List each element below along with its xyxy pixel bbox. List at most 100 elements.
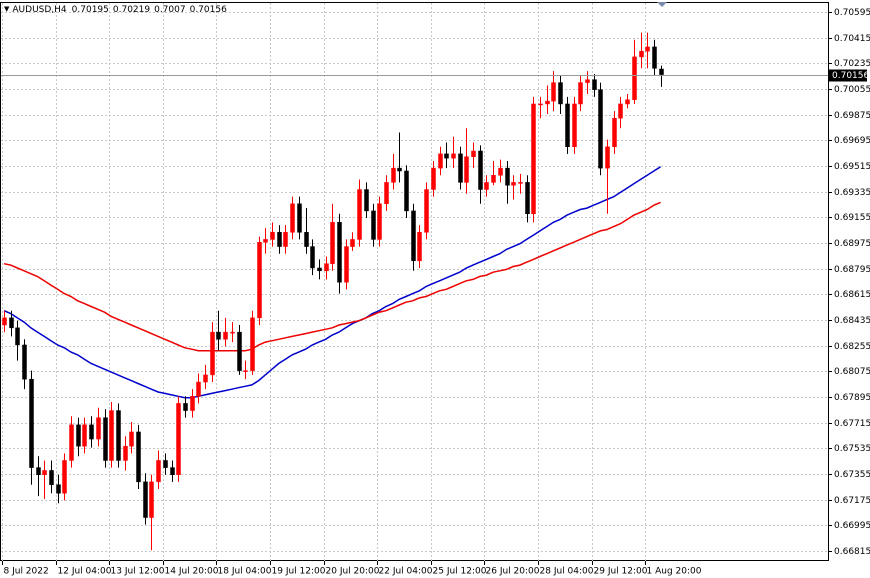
candle-body xyxy=(36,467,41,475)
candle-body xyxy=(639,50,644,58)
y-tick-label: 0.69695 xyxy=(834,136,870,146)
candle-body xyxy=(116,410,121,461)
x-tick-label: 22 Jul 04:00 xyxy=(379,567,433,577)
y-tick-label: 0.67715 xyxy=(834,419,870,429)
candle-body xyxy=(458,153,463,183)
candle-body xyxy=(404,170,409,212)
y-tick-label: 0.66815 xyxy=(834,547,870,557)
x-tick-label: 28 Jul 04:00 xyxy=(540,567,594,577)
candle-body xyxy=(431,167,436,190)
y-tick-label: 0.68795 xyxy=(834,265,870,275)
x-tick-label: 26 Jul 20:00 xyxy=(486,567,540,577)
candle-body xyxy=(565,103,570,147)
candle-body xyxy=(56,484,61,494)
header: ▼ AUDUSD,H4 0.70195 0.70219 0.7007 0.70156 xyxy=(4,5,227,15)
candle-body xyxy=(223,331,228,340)
candle-body xyxy=(391,167,396,183)
candle-body xyxy=(371,210,376,240)
candle-body xyxy=(129,431,134,447)
candle-body xyxy=(538,103,543,106)
candle-body xyxy=(525,182,530,215)
candle-body xyxy=(196,381,201,397)
x-tick-label: 8 Jul 2022 xyxy=(4,567,49,577)
candle-body xyxy=(143,481,148,518)
candle-body xyxy=(330,222,335,264)
y-tick-label: 0.67895 xyxy=(834,393,870,403)
candle-body xyxy=(364,189,369,212)
candle-body xyxy=(250,317,255,371)
candle-body xyxy=(518,182,523,184)
candle-body xyxy=(136,431,141,483)
candle-body xyxy=(103,417,108,461)
candle-body xyxy=(324,263,329,272)
y-tick-label: 0.67175 xyxy=(834,496,870,506)
candle-body xyxy=(451,153,456,159)
candle-body xyxy=(263,239,268,243)
price-box xyxy=(829,69,867,82)
candle-body xyxy=(605,146,610,169)
marks xyxy=(1,32,828,551)
candle-body xyxy=(652,46,657,69)
candle-body xyxy=(42,470,47,475)
y-tick-label: 0.70235 xyxy=(834,59,870,69)
y-tick-label: 0.70415 xyxy=(834,34,870,44)
candle-body xyxy=(337,222,342,283)
candle-body xyxy=(317,267,322,272)
y-tick-label: 0.67535 xyxy=(834,444,870,454)
candle-body xyxy=(511,182,516,186)
candle-body xyxy=(283,232,288,247)
candle-body xyxy=(290,203,295,233)
candle-body xyxy=(277,232,282,247)
candle-body xyxy=(216,331,221,340)
candle-body xyxy=(82,424,87,447)
candle-body xyxy=(558,82,563,105)
candle-body xyxy=(190,396,195,411)
candle-body xyxy=(29,378,34,468)
candle-body xyxy=(598,89,603,169)
x-tick-label: 13 Jul 12:00 xyxy=(111,567,165,577)
candle-body xyxy=(397,167,402,172)
candle-body xyxy=(438,153,443,169)
candle-body xyxy=(176,403,181,475)
candle-body xyxy=(163,460,168,468)
candle-body xyxy=(15,327,20,346)
candle-body xyxy=(592,79,597,90)
candle-body xyxy=(531,103,536,215)
candle-body xyxy=(9,317,14,329)
candle-body xyxy=(484,182,489,190)
y-tick-label: 0.70055 xyxy=(834,85,870,95)
candle-body xyxy=(384,182,389,205)
candle-body xyxy=(572,103,577,147)
x-tick-label: 14 Jul 20:00 xyxy=(165,567,219,577)
candle-body xyxy=(444,153,449,159)
header-high: 0.70219 xyxy=(113,5,150,15)
candle-body xyxy=(618,103,623,119)
candle-body xyxy=(659,68,664,75)
symbol: AUDUSD,H4 xyxy=(12,5,67,15)
candle-body xyxy=(170,467,175,475)
shift-marker xyxy=(657,2,667,7)
candle-body xyxy=(183,403,188,411)
grid xyxy=(1,3,828,561)
candle-body xyxy=(578,82,583,105)
moving-average xyxy=(3,201,661,352)
candle-body xyxy=(69,424,74,461)
candle-body xyxy=(76,424,81,447)
candle-body xyxy=(156,460,161,483)
y-tick-label: 0.69155 xyxy=(834,213,870,223)
candle-body xyxy=(350,239,355,247)
candle-body xyxy=(304,232,309,247)
y-tick-label: 0.68255 xyxy=(834,342,870,352)
x-tick-label: 29 Jul 12:00 xyxy=(594,567,648,577)
candle-body xyxy=(62,460,67,494)
y-tick-label: 0.69335 xyxy=(834,188,870,198)
price-label: 0.70156 xyxy=(832,71,869,81)
y-tick-label: 0.70595 xyxy=(834,8,870,18)
candle-body xyxy=(411,210,416,262)
x-tick-label: 18 Jul 04:00 xyxy=(218,567,272,577)
candle-body xyxy=(2,317,7,326)
y-tick-label: 0.69875 xyxy=(834,111,870,121)
candle-body xyxy=(478,150,483,190)
candle-body xyxy=(612,117,617,147)
